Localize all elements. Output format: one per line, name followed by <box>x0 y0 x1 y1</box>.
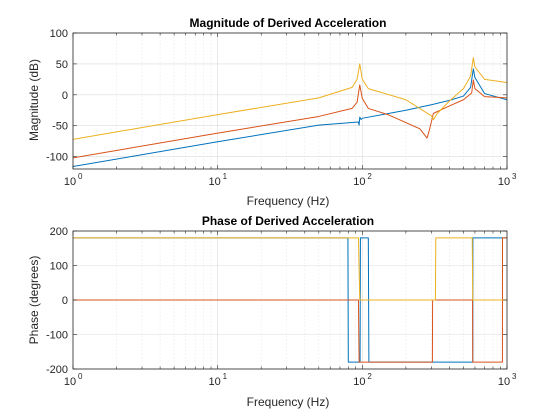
magnitude-x-tick-exponent: 3 <box>512 172 517 181</box>
magnitude-x-tick-exponent: 0 <box>78 172 83 181</box>
phase-y-tick-label: 100 <box>50 261 68 273</box>
magnitude-series-line-3 <box>73 57 507 140</box>
magnitude-y-tick-label: -50 <box>52 121 68 133</box>
magnitude-y-tick-label: 0 <box>62 90 68 102</box>
phase-y-axis-label: Phase (degrees) <box>27 256 41 345</box>
magnitude-y-axis-label: Magnitude (dB) <box>27 59 41 141</box>
phase-series-group <box>73 237 507 363</box>
magnitude-axes-box <box>72 32 508 170</box>
phase-y-tick-label: -200 <box>46 364 68 376</box>
phase-y-tick-label: 200 <box>50 226 68 238</box>
phase-x-tick-label: 10 <box>498 376 510 388</box>
magnitude-series-line-2 <box>73 79 507 159</box>
phase-plot: Phase of Derived Acceleration Frequency … <box>27 214 517 409</box>
phase-x-tick-label: 10 <box>64 376 76 388</box>
magnitude-plot: Magnitude of Derived Acceleration Freque… <box>27 16 517 208</box>
phase-x-tick-exponent: 3 <box>512 372 517 381</box>
phase-plot-title: Phase of Derived Acceleration <box>202 214 374 228</box>
magnitude-y-tick-label: 50 <box>56 59 68 71</box>
phase-y-tick-label: 0 <box>62 295 68 307</box>
magnitude-x-tick-exponent: 1 <box>223 172 228 181</box>
phase-x-tick-exponent: 0 <box>78 372 83 381</box>
magnitude-x-tick-label: 10 <box>498 176 510 188</box>
magnitude-series-group <box>73 57 507 168</box>
magnitude-x-tick-exponent: 2 <box>367 172 372 181</box>
magnitude-y-tick-label: -100 <box>46 152 68 164</box>
phase-x-tick-exponent: 2 <box>367 372 372 381</box>
magnitude-series-line-1 <box>73 68 507 168</box>
phase-series-line-3 <box>73 237 507 301</box>
magnitude-y-tick-label: 100 <box>50 28 68 40</box>
phase-x-axis-label: Frequency (Hz) <box>247 395 330 409</box>
magnitude-x-axis-label: Frequency (Hz) <box>247 194 330 208</box>
magnitude-x-tick-label: 10 <box>64 176 76 188</box>
phase-x-tick-label: 10 <box>209 376 221 388</box>
magnitude-x-tick-label: 10 <box>353 176 365 188</box>
phase-x-tick-label: 10 <box>353 376 365 388</box>
magnitude-x-tick-label: 10 <box>209 176 221 188</box>
phase-x-tick-exponent: 1 <box>223 372 228 381</box>
phase-y-tick-label: -100 <box>46 330 68 342</box>
magnitude-plot-title: Magnitude of Derived Acceleration <box>190 16 387 30</box>
magnitude-axes-area <box>73 33 507 169</box>
